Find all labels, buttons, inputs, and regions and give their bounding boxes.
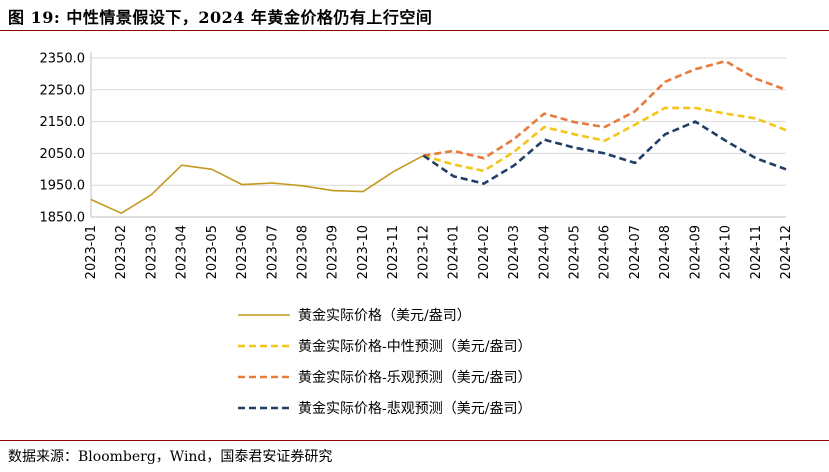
- series-line-3: [423, 59, 787, 160]
- source-divider: [0, 440, 829, 441]
- title-divider: [0, 30, 829, 31]
- data-source-note: 数据来源：Bloomberg，Wind，国泰君安证券研究: [8, 449, 333, 465]
- y-tick-label: 2350.0: [40, 52, 86, 67]
- y-tick-label: 2050.0: [40, 147, 86, 162]
- x-tick-label: 2023-05: [205, 225, 220, 279]
- x-tick-label: 2024-01: [447, 225, 462, 279]
- series-lines: [90, 59, 787, 214]
- y-axis: 1850.0 1950.0 2050.0 2150.0 2250.0 2350.0: [40, 52, 92, 226]
- series-line-1: [90, 154, 424, 214]
- x-tick-label: 2024-08: [658, 225, 673, 279]
- x-tick-label: 2024-04: [537, 225, 552, 279]
- series-line-4: [422, 120, 787, 185]
- x-tick-label: 2023-10: [356, 225, 371, 279]
- x-tick-label: 2024-12: [779, 225, 794, 279]
- line-chart: 1850.0 1950.0 2050.0 2150.0 2250.0 2350.0 202…: [40, 52, 795, 418]
- x-tick-label: 2024-05: [567, 225, 582, 279]
- x-tick-label: 2023-04: [175, 225, 190, 279]
- legend-label-3: 黄金实际价格-乐观预测（美元/盎司）: [298, 369, 531, 386]
- x-tick-label: 2023-06: [235, 225, 250, 279]
- x-tick-label: 2023-08: [296, 225, 311, 279]
- series-line-2: [423, 106, 787, 173]
- x-tick-label: 2023-12: [416, 225, 431, 279]
- y-tick-label: 2250.0: [40, 83, 86, 98]
- x-tick-label: 2023-09: [326, 225, 341, 279]
- legend-label-1: 黄金实际价格（美元/盎司）: [298, 307, 471, 324]
- x-tick-label: 2023-07: [265, 225, 280, 279]
- x-tick-label: 2023-02: [114, 225, 129, 279]
- legend: 黄金实际价格（美元/盎司） 黄金实际价格-中性预测（美元/盎司） 黄金实际价格-乐观…: [238, 307, 531, 417]
- y-tick-label: 2150.0: [40, 115, 86, 130]
- chart-title: 图 19: 中性情景假设下，2024 年黄金价格仍有上行空间: [8, 8, 433, 27]
- legend-label-4: 黄金实际价格-悲观预测（美元/盎司）: [298, 400, 531, 417]
- x-tick-label: 2024-10: [719, 225, 734, 279]
- x-tick-label: 2023-01: [84, 225, 99, 279]
- x-axis: 2023-01 2023-02 2023-03 2023-04 2023-05 2023-…: [84, 216, 794, 279]
- x-tick-label: 2024-02: [477, 225, 492, 279]
- x-tick-label: 2024-06: [598, 225, 613, 279]
- x-tick-label: 2023-11: [386, 225, 401, 279]
- x-tick-label: 2023-03: [144, 225, 159, 279]
- x-tick-label: 2024-09: [688, 225, 703, 279]
- y-tick-label: 1950.0: [40, 179, 86, 194]
- x-tick-label: 2024-11: [749, 225, 764, 279]
- x-tick-label: 2024-03: [507, 225, 522, 279]
- x-tick-label: 2024-07: [628, 225, 643, 279]
- legend-label-2: 黄金实际价格-中性预测（美元/盎司）: [298, 338, 531, 355]
- gridlines: [91, 57, 786, 218]
- y-tick-label: 1850.0: [40, 211, 86, 226]
